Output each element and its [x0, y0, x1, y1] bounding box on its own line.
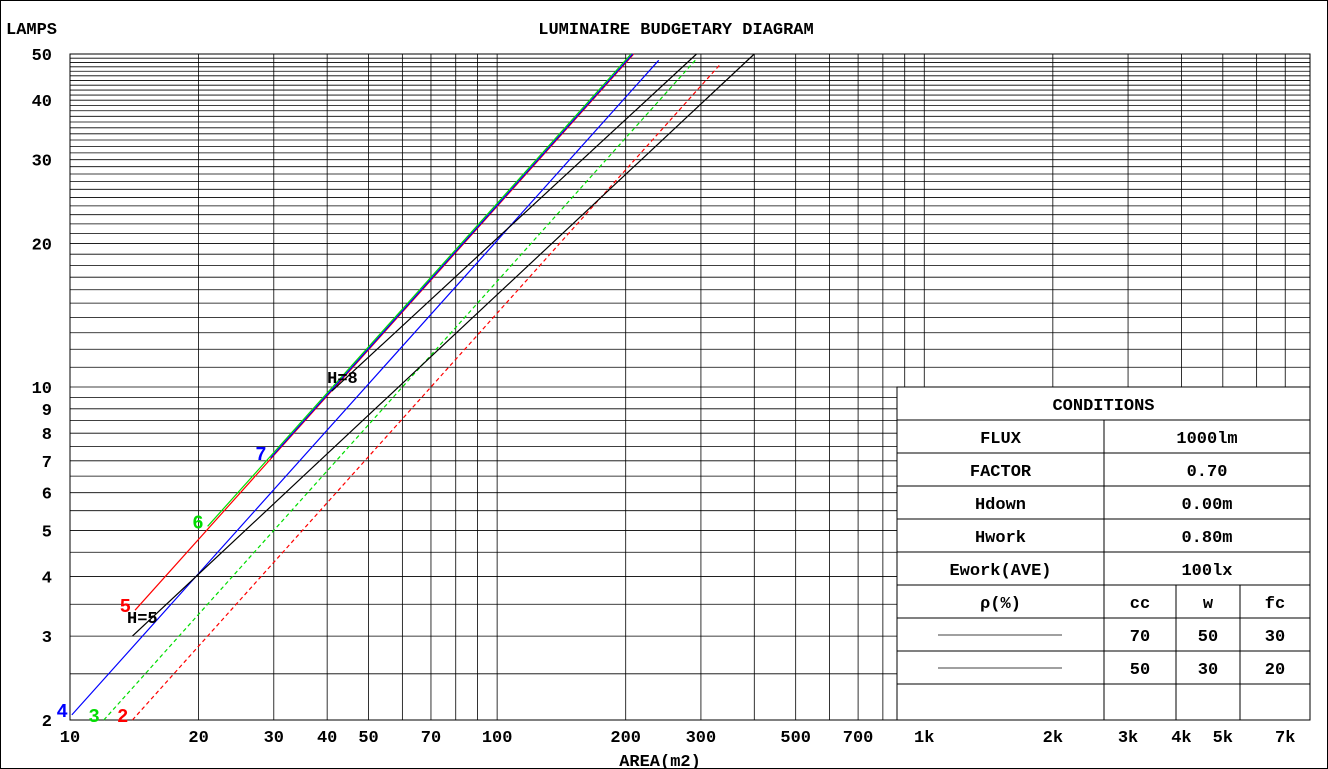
- y-tick-label: 40: [32, 93, 52, 112]
- series-label: 4: [56, 701, 67, 723]
- chart-title: LUMINAIRE BUDGETARY DIAGRAM: [538, 21, 813, 40]
- y-tick-label: 4: [42, 570, 52, 589]
- rho-value: 50: [1198, 628, 1218, 647]
- condition-value: 0.80m: [1181, 529, 1232, 548]
- rho-column-header: cc: [1130, 595, 1150, 614]
- series-line: [270, 53, 634, 459]
- height-annotation: H=5: [127, 610, 158, 629]
- series-label: 7: [255, 444, 266, 466]
- x-tick-label: 40: [317, 729, 337, 748]
- rho-value: 70: [1130, 628, 1150, 647]
- condition-label: Hwork: [975, 529, 1026, 548]
- conditions-table: CONDITIONS FLUX 1000lm FACTOR 0.70 Hdown 0.00m…: [896, 386, 1311, 721]
- x-tick-label: 30: [264, 729, 284, 748]
- series-label: 6: [192, 512, 203, 534]
- rho-header: ρ(%): [980, 595, 1021, 614]
- y-tick-label: 50: [32, 47, 52, 66]
- rho-value: 20: [1265, 661, 1285, 680]
- y-tick-label: 20: [32, 237, 52, 256]
- chart-tick-labels: 10 20 30 40 50 70 100 200 300 500 700 1k 2k 3k 4k 5k 7k 2…: [32, 47, 1296, 748]
- x-axis-title: AREA(m2): [619, 753, 701, 769]
- rho-value: 50: [1130, 661, 1150, 680]
- y-tick-label: 30: [32, 153, 52, 172]
- conditions-title: CONDITIONS: [1052, 397, 1154, 416]
- x-tick-label: 20: [188, 729, 208, 748]
- y-axis-title: LAMPS: [6, 21, 57, 40]
- x-tick-label: 3k: [1118, 729, 1138, 748]
- x-tick-label: 10: [60, 729, 80, 748]
- series-label: 3: [88, 706, 99, 728]
- y-tick-label: 6: [42, 486, 52, 505]
- condition-value: 0.00m: [1181, 496, 1232, 515]
- condition-label: FLUX: [980, 430, 1022, 449]
- condition-value: 0.70: [1187, 463, 1228, 482]
- x-tick-label: 1k: [914, 729, 934, 748]
- series-label: 5: [120, 596, 131, 618]
- rho-value: 30: [1265, 628, 1285, 647]
- condition-value: 1000lm: [1176, 430, 1237, 449]
- x-tick-label: 300: [686, 729, 717, 748]
- series-label: 2: [117, 706, 128, 728]
- x-tick-label: 700: [843, 729, 874, 748]
- height-line: [331, 53, 697, 392]
- x-tick-label: 200: [610, 729, 641, 748]
- y-tick-label: 10: [32, 380, 52, 399]
- y-tick-label: 2: [42, 713, 52, 732]
- x-tick-label: 500: [780, 729, 811, 748]
- x-tick-label: 4k: [1171, 729, 1191, 748]
- rho-value: 30: [1198, 661, 1218, 680]
- series-line: [207, 53, 632, 527]
- series-line: [134, 53, 635, 611]
- series-line: [71, 59, 660, 716]
- condition-label: Ework(AVE): [949, 562, 1051, 581]
- x-tick-label: 7k: [1275, 729, 1295, 748]
- x-tick-label: 100: [482, 729, 513, 748]
- height-line: [132, 53, 755, 637]
- chart-series: 234 5 6 7 H=5 H=8: [56, 53, 755, 728]
- condition-label: Hdown: [975, 496, 1026, 515]
- x-tick-label: 50: [358, 729, 378, 748]
- series-line: [103, 57, 698, 721]
- rho-column-header: fc: [1265, 595, 1285, 614]
- y-tick-label: 9: [42, 402, 52, 421]
- height-annotation: H=8: [327, 370, 358, 389]
- y-tick-label: 5: [42, 523, 52, 542]
- y-tick-label: 3: [42, 629, 52, 648]
- x-tick-label: 5k: [1213, 729, 1233, 748]
- x-tick-label: 2k: [1043, 729, 1063, 748]
- rho-column-header: w: [1203, 595, 1214, 614]
- y-tick-label: 7: [42, 454, 52, 473]
- y-tick-label: 8: [42, 426, 52, 445]
- condition-label: FACTOR: [970, 463, 1032, 482]
- x-tick-label: 70: [421, 729, 441, 748]
- condition-value: 100lx: [1181, 562, 1232, 581]
